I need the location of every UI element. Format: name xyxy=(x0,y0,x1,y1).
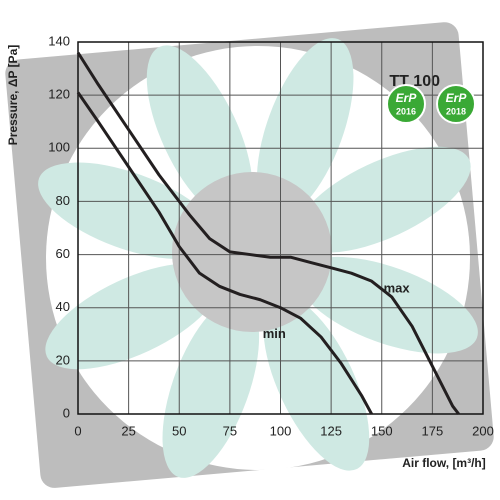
x-tick-label: 75 xyxy=(223,423,237,438)
badge-year: 2016 xyxy=(396,106,416,116)
x-tick-label: 200 xyxy=(472,423,494,438)
badge-label: ErP xyxy=(396,91,418,105)
series-label: min xyxy=(263,326,286,341)
curve xyxy=(76,91,373,415)
badge-circle xyxy=(386,84,426,124)
x-tick-label: 150 xyxy=(371,423,393,438)
series-label: max xyxy=(384,281,411,296)
y-tick-label: 40 xyxy=(56,299,70,314)
y-axis-label: Pressure, ΔP [Pa] xyxy=(6,45,20,145)
fan-hub xyxy=(172,172,332,332)
x-tick-label: 0 xyxy=(74,423,81,438)
y-tick-label: 20 xyxy=(56,352,70,367)
plot-frame xyxy=(77,41,484,415)
x-tick-label: 125 xyxy=(320,423,342,438)
x-tick-label: 25 xyxy=(121,423,135,438)
x-tick-label: 50 xyxy=(172,423,186,438)
y-tick-label: 120 xyxy=(48,87,70,102)
badge-label: ErP xyxy=(446,91,468,105)
y-tick-label: 60 xyxy=(56,246,70,261)
x-axis-label: Air flow, [m³/h] xyxy=(402,456,486,470)
x-tick-label: 175 xyxy=(422,423,444,438)
x-tick-label: 100 xyxy=(270,423,292,438)
y-tick-label: 100 xyxy=(48,140,70,155)
y-tick-label: 140 xyxy=(48,33,70,48)
curve xyxy=(76,51,460,415)
badge-circle xyxy=(436,84,476,124)
y-tick-label: 0 xyxy=(63,405,70,420)
badge-year: 2018 xyxy=(446,106,466,116)
y-tick-label: 80 xyxy=(56,193,70,208)
